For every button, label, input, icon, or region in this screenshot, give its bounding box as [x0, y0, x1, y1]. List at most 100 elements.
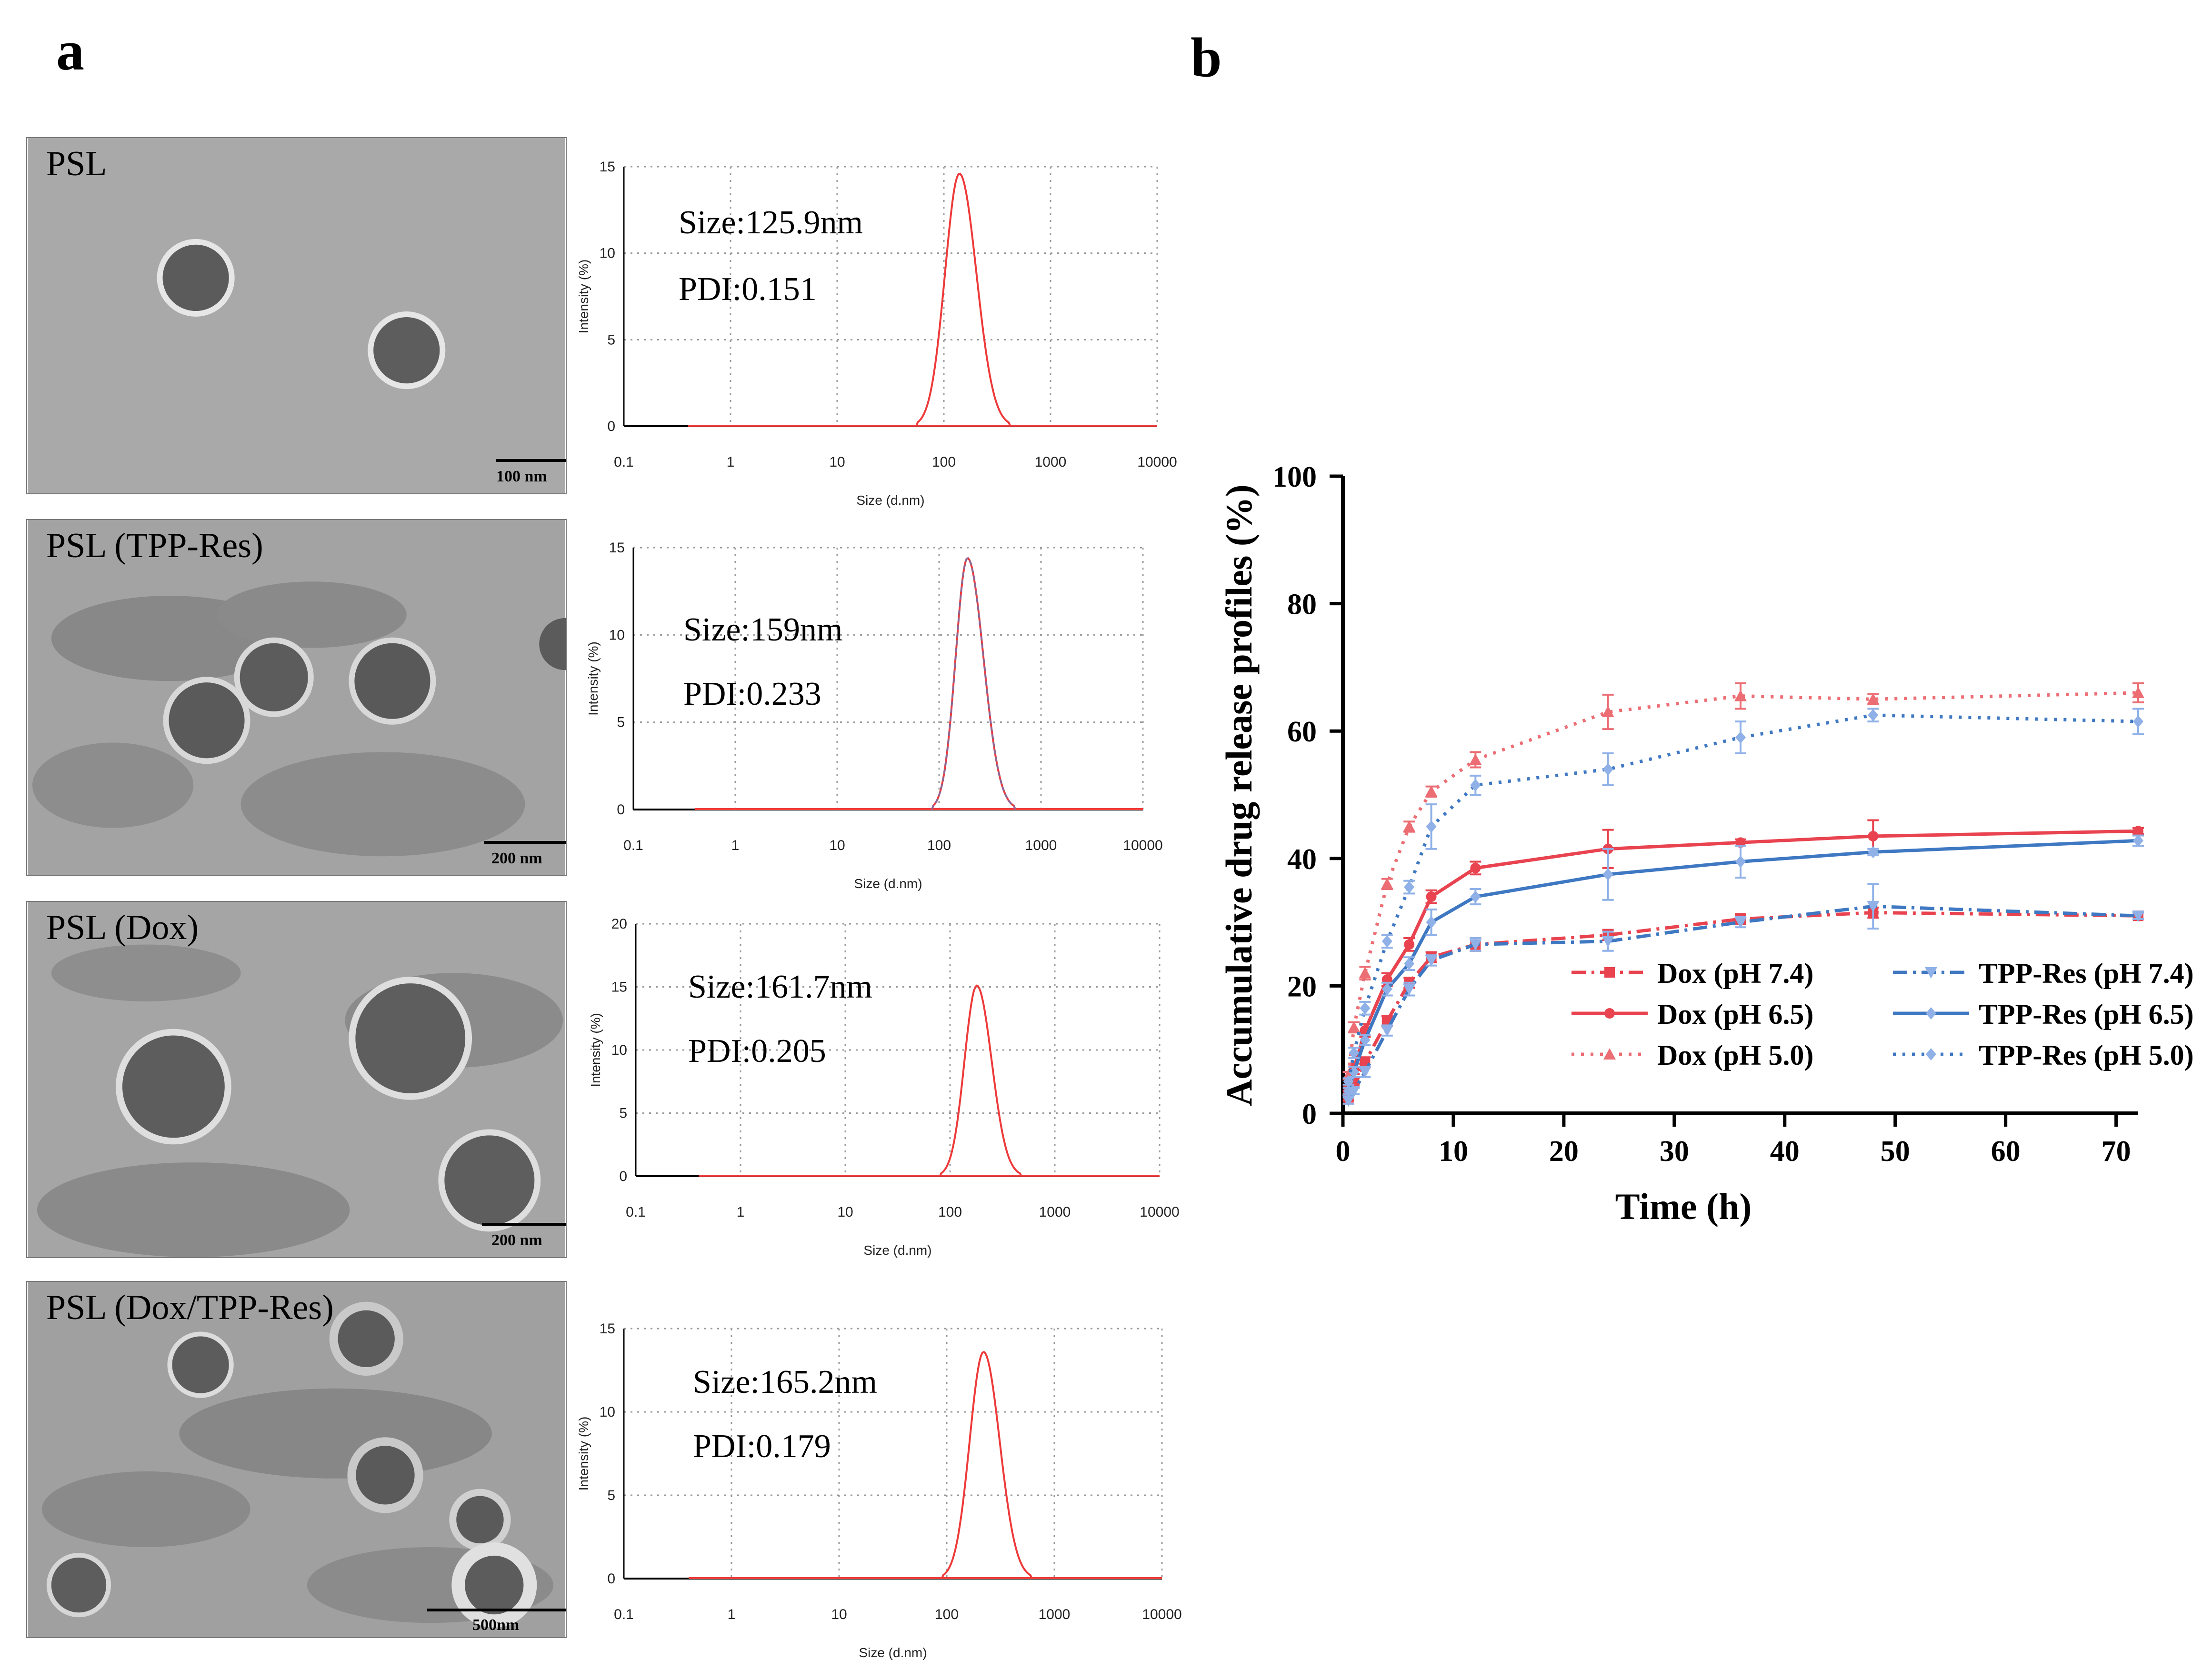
- scale-bar: [496, 459, 566, 462]
- data-point: [1342, 1095, 1355, 1107]
- data-point: [1425, 955, 1438, 967]
- data-point: [1360, 1002, 1371, 1015]
- data-point: [1381, 1025, 1393, 1037]
- dls-annotation: Size:161.7nm: [688, 969, 872, 1005]
- y-tick-label: 15: [611, 980, 627, 995]
- y-axis-label: Intensity (%): [588, 1013, 603, 1087]
- series-3: [1342, 883, 2144, 1107]
- size-distribution-curve: [939, 984, 1022, 1177]
- data-point: [2133, 826, 2143, 837]
- data-point: [1735, 855, 1746, 868]
- x-tick-label: 10000: [1140, 1204, 1179, 1220]
- data-point: [1381, 935, 1392, 948]
- y-tick-label: 10: [609, 627, 625, 643]
- data-point: [2133, 834, 2143, 847]
- data-point: [1470, 862, 1481, 873]
- dls-plot: 0.1 1 10 100 1000 10000 0 5 10 15 20 Size (d.nm) Int…: [588, 916, 1180, 1258]
- scale-bar: [482, 1223, 566, 1226]
- dls-annotation: PDI:0.151: [679, 271, 817, 308]
- y-tick-label: 10: [600, 246, 615, 261]
- y-tick-label: 0: [607, 419, 615, 434]
- data-point: [1867, 693, 1880, 705]
- data-point: [1604, 967, 1615, 978]
- y-tick-label: 0: [1302, 1098, 1317, 1130]
- legend-label: TPP-Res (pH 7.4): [1979, 958, 2194, 989]
- data-point: [1426, 891, 1437, 902]
- data-point: [1349, 1066, 1360, 1079]
- data-point: [1868, 830, 1879, 841]
- y-tick-label: 5: [617, 715, 625, 730]
- x-tick-label: 100: [938, 1204, 962, 1220]
- legend-label: TPP-Res (pH 5.0): [1979, 1040, 2194, 1071]
- tem-micrograph: [28, 138, 565, 493]
- dls-plot: 0.1 1 10 100 1000 10000 0 5 10 15 Size (d.nm) Inten…: [586, 540, 1163, 891]
- legend-label: Dox (pH 6.5): [1657, 999, 1813, 1030]
- tem-label: PSL: [46, 144, 107, 183]
- y-tick-label: 80: [1287, 589, 1317, 621]
- y-tick-label: 20: [1287, 970, 1317, 1003]
- x-tick-label: 10000: [1123, 838, 1162, 853]
- tem-image-psl-dox: PSL (Dox) 200 nm: [26, 901, 567, 1258]
- data-point: [1343, 1085, 1354, 1098]
- series-2: [1342, 682, 2144, 1080]
- x-tick-label: 10: [837, 1204, 853, 1220]
- data-point: [1734, 917, 1747, 929]
- size-distribution-curve: [915, 172, 1011, 427]
- y-tick-label: 10: [600, 1404, 615, 1420]
- y-tick-label: 10: [611, 1042, 627, 1058]
- size-distribution-curve: [941, 1350, 1033, 1579]
- data-point: [1349, 1046, 1360, 1059]
- scale-bar-label: 200 nm: [491, 1231, 542, 1249]
- legend-item: TPP-Res (pH 5.0): [1893, 1040, 2194, 1071]
- x-tick-label: 10: [829, 838, 845, 853]
- x-tick-label: 1: [727, 454, 735, 470]
- data-point: [1602, 763, 1613, 776]
- y-axis-label: Intensity (%): [576, 260, 591, 334]
- data-point: [1360, 1034, 1371, 1047]
- x-axis-label: Size (d.nm): [854, 876, 922, 891]
- x-axis-label: Size (d.nm): [863, 1243, 931, 1258]
- tem-image-psl-dox-tpp-res: PSL (Dox/TPP-Res) 500nm: [26, 1281, 567, 1638]
- x-axis-label: Size (d.nm): [859, 1645, 927, 1660]
- data-point: [1470, 779, 1481, 791]
- data-point: [1381, 878, 1393, 890]
- x-tick-label: 10: [831, 1607, 847, 1622]
- scale-bar-label: 200 nm: [491, 850, 542, 867]
- x-tick-label: 30: [1660, 1135, 1689, 1168]
- data-point: [1404, 939, 1415, 950]
- data-point: [1603, 1048, 1616, 1060]
- x-tick-label: 50: [1881, 1135, 1910, 1168]
- series-5: [1342, 708, 2144, 1088]
- data-point: [1925, 967, 1937, 979]
- tem-image-psl: PSL 100 nm: [26, 137, 567, 494]
- x-tick-label: 0.1: [614, 1607, 634, 1622]
- panel-b-label: b: [1191, 26, 1222, 89]
- legend-item: TPP-Res (pH 6.5): [1893, 999, 2194, 1030]
- y-tick-label: 15: [600, 1321, 615, 1337]
- y-tick-label: 0: [617, 802, 625, 818]
- data-point: [1868, 846, 1879, 859]
- data-point: [1602, 868, 1613, 881]
- y-tick-label: 5: [607, 1488, 615, 1503]
- panel-a-label: a: [56, 20, 84, 82]
- x-tick-label: 70: [2102, 1135, 2131, 1168]
- x-axis-label: Size (d.nm): [856, 493, 924, 508]
- y-tick-label: 15: [609, 540, 625, 556]
- x-tick-label: 10: [829, 454, 845, 470]
- y-tick-label: 5: [619, 1106, 627, 1121]
- y-tick-label: 40: [1287, 843, 1317, 876]
- data-point: [1381, 983, 1392, 996]
- data-point: [2132, 910, 2144, 922]
- tem-micrograph: [28, 520, 566, 875]
- data-point: [1926, 1048, 1936, 1060]
- size-distribution-curve-overlay: [931, 557, 1016, 810]
- y-axis-label: Intensity (%): [576, 1417, 591, 1491]
- x-tick-label: 1000: [1035, 454, 1067, 470]
- x-tick-label: 0.1: [623, 838, 643, 853]
- data-point: [1735, 731, 1746, 744]
- tem-image-psl-tpp-res: PSL (TPP-Res) 200 nm: [26, 519, 567, 876]
- y-tick-label: 15: [600, 159, 615, 175]
- x-tick-label: 40: [1770, 1135, 1800, 1168]
- x-tick-label: 1: [737, 1204, 745, 1220]
